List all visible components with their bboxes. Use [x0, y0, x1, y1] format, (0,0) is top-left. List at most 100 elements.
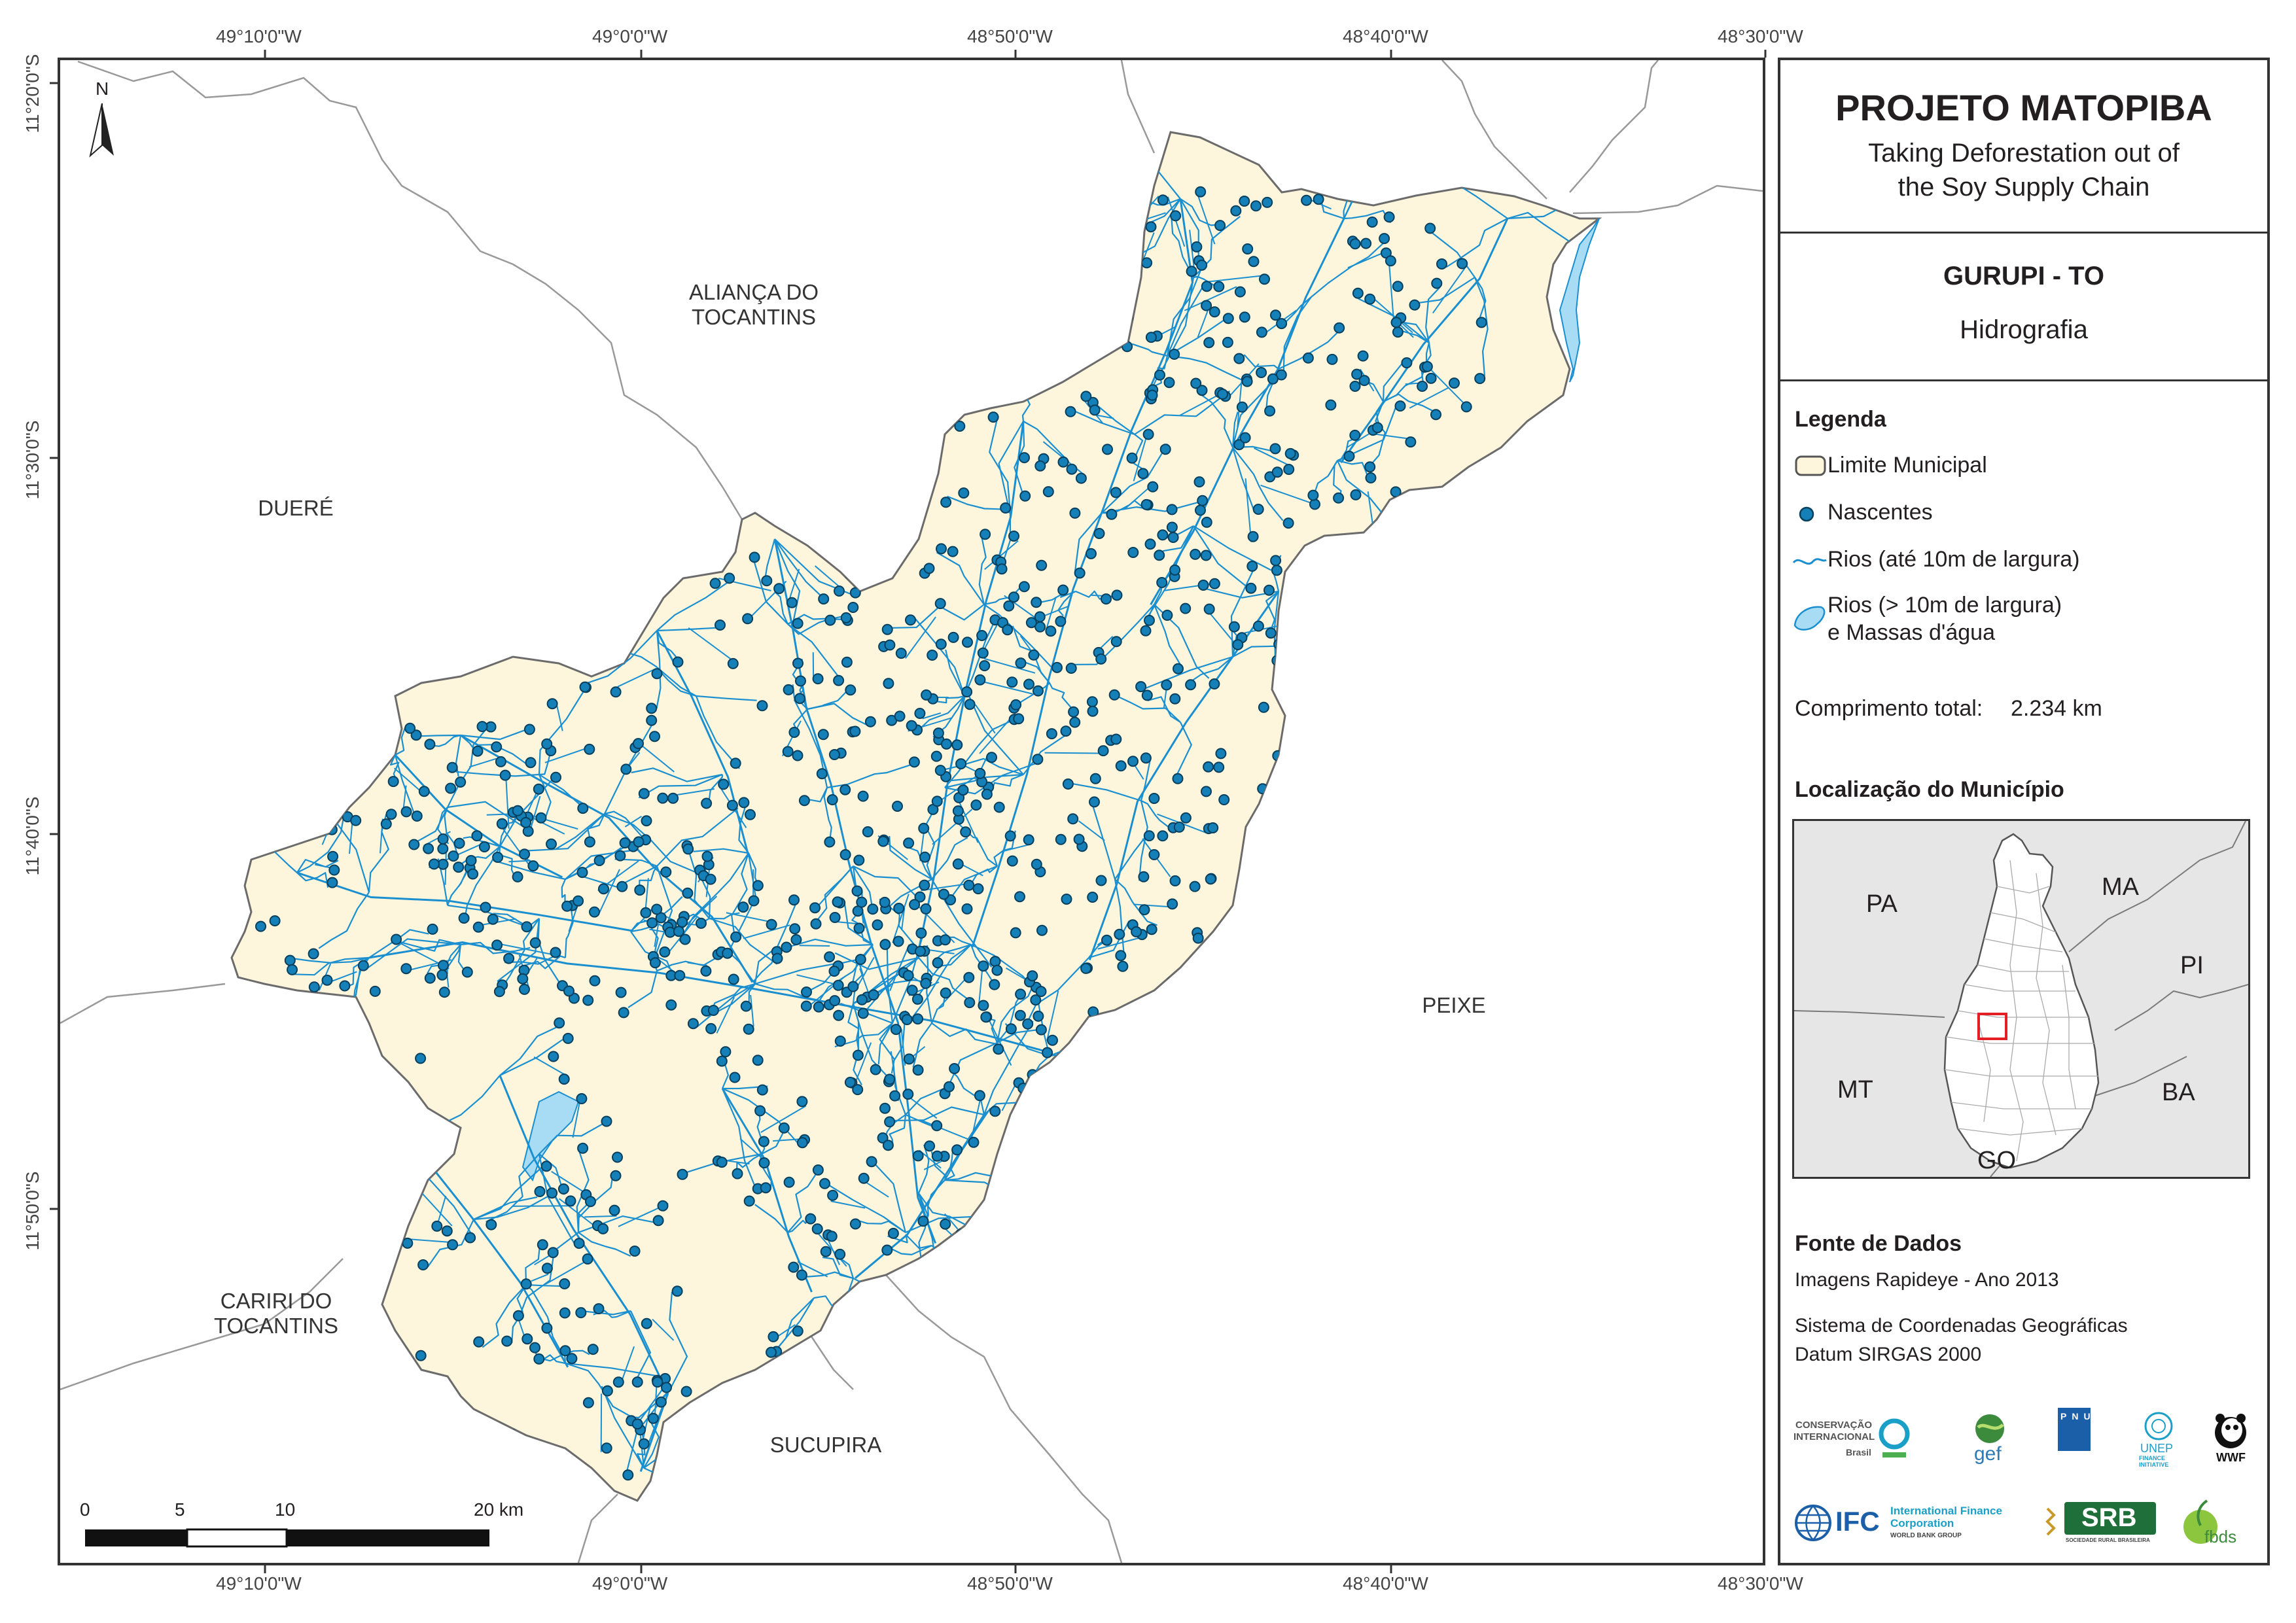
spring-point [833, 540, 845, 551]
spring-point [1393, 896, 1405, 907]
spring-point [1032, 754, 1044, 765]
river-segment [497, 943, 559, 956]
spring-point [716, 1055, 728, 1067]
spring-point [383, 1146, 395, 1157]
logo-srb-text: SRB [2081, 1503, 2137, 1532]
spring-point [768, 1331, 779, 1342]
river-segment [1003, 844, 1030, 852]
spring-point [1352, 566, 1364, 578]
spring-point [501, 1335, 513, 1347]
spring-point [1460, 401, 1472, 413]
spring-point [867, 903, 879, 915]
spring-point [849, 512, 861, 524]
scale-bar-graphic [85, 1528, 489, 1548]
neighbor-alianca-line1: ALIANÇA DO [688, 280, 819, 304]
river-segment [645, 878, 649, 909]
spring-point [1095, 653, 1107, 665]
river-segment [944, 752, 990, 789]
spring-point [1196, 259, 1208, 271]
river-segment [1049, 682, 1075, 712]
spring-point [696, 917, 707, 929]
logo-unep-sub: FINANCE INITIATIVE [2139, 1455, 2169, 1468]
spring-point [677, 916, 688, 928]
spring-point [671, 1285, 683, 1297]
spring-point [593, 1303, 605, 1315]
spring-point [415, 1053, 427, 1064]
map-frame[interactable]: N ALIANÇA DO TOCANTINS DUERÉ PEIXE CARIR… [58, 58, 1765, 1565]
spring-point [1449, 377, 1460, 389]
river-segment [657, 669, 697, 697]
spring-point [1023, 678, 1034, 690]
spring-point [612, 1376, 624, 1388]
river-segment [486, 1153, 540, 1223]
spring-point [465, 1232, 476, 1244]
spring-point [1170, 210, 1182, 222]
spring-point [920, 266, 932, 277]
spring-point [727, 657, 739, 669]
spring-point [1145, 221, 1157, 233]
spring-point [1062, 778, 1074, 790]
spring-point [912, 1150, 924, 1162]
municipality-polygon[interactable] [230, 131, 1600, 1502]
spring-point [584, 743, 595, 755]
spring-point [541, 1322, 553, 1334]
coord-bottom-4: 48°40'0"W [1343, 1573, 1428, 1594]
river-segment [334, 671, 396, 756]
spring-point [912, 1064, 924, 1076]
spring-point [346, 1002, 358, 1013]
spring-point [1324, 973, 1335, 985]
legend-waterbody-icon [1793, 606, 1826, 631]
river-segment [807, 685, 853, 710]
spring-point [1127, 756, 1139, 767]
spring-point [400, 1208, 411, 1219]
spring-point [660, 866, 672, 878]
spring-point [1313, 194, 1324, 205]
river-segment [796, 974, 838, 986]
spring-point [745, 809, 756, 820]
river-segment [1114, 879, 1125, 957]
spring-point [963, 879, 975, 891]
spring-point [558, 1073, 570, 1085]
legend-boundary-icon [1795, 455, 1826, 476]
spring-point [1067, 813, 1079, 825]
spring-point [1264, 405, 1276, 417]
river-segment [1365, 401, 1386, 471]
spring-point [657, 1200, 669, 1212]
spring-point [1357, 350, 1369, 362]
spring-point [921, 689, 932, 701]
spring-point [844, 1077, 856, 1088]
spring-point [1086, 548, 1097, 559]
legend-river-icon [1792, 558, 1827, 565]
spring-point [998, 346, 1010, 358]
river-segment [508, 860, 529, 863]
coord-top-4: 48°40'0"W [1343, 26, 1428, 46]
spring-point [847, 981, 859, 992]
river-segment [395, 727, 406, 756]
river-segment [886, 946, 894, 1024]
spring-point [321, 974, 333, 986]
river-segment [889, 836, 932, 880]
spring-point [1197, 495, 1209, 506]
spring-point [499, 769, 511, 781]
spring-point [1383, 211, 1395, 223]
spring-point [391, 934, 402, 945]
river-segment [455, 771, 540, 777]
spring-point [1196, 385, 1208, 396]
river-segment [584, 1215, 617, 1218]
spring-point [1203, 603, 1215, 615]
river-segment [656, 627, 722, 632]
north-arrow-icon [89, 103, 114, 158]
spring-point [908, 756, 920, 768]
spring-point [730, 931, 742, 943]
river-segment [901, 907, 906, 930]
spring-point [517, 973, 529, 985]
total-length-label: Comprimento total: [1795, 696, 1983, 721]
spring-point [1166, 521, 1178, 533]
spring-point [832, 896, 843, 908]
spring-point [724, 572, 735, 584]
spring-point [849, 1323, 860, 1335]
spring-point [1276, 318, 1288, 330]
spring-point [1233, 353, 1245, 364]
river-segment [1265, 591, 1279, 634]
spring-point [1108, 1345, 1120, 1357]
